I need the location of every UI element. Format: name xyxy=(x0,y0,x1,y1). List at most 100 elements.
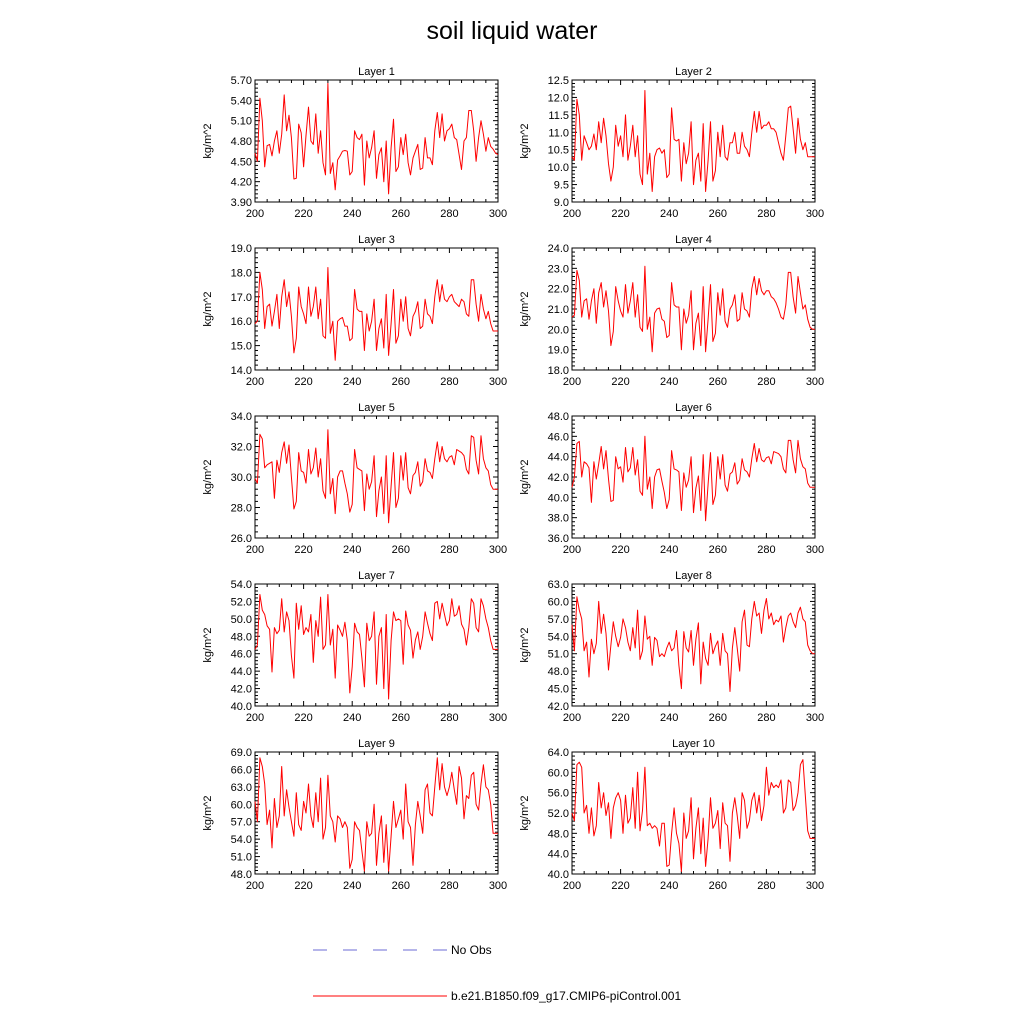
y-tick-label: 56.0 xyxy=(548,788,569,800)
y-tick-label: 20.0 xyxy=(548,324,569,336)
x-tick-label: 220 xyxy=(294,376,312,388)
panel-layer-3: Layer 3 kg/m^2 14.0 15.0 16.0 17.0 18.0 19.0 200… xyxy=(202,234,507,388)
y-tick-label: 52.0 xyxy=(231,596,252,608)
x-tick-label: 200 xyxy=(246,712,264,724)
y-tick-label: 24.0 xyxy=(548,243,569,255)
y-axis-label: kg/m^2 xyxy=(519,123,531,158)
panel-title: Layer 1 xyxy=(358,66,395,78)
y-tick-label: 28.0 xyxy=(231,503,252,515)
y-axis-label: kg/m^2 xyxy=(519,627,531,662)
panel-title: Layer 2 xyxy=(675,66,712,78)
panel-title: Layer 10 xyxy=(672,738,715,750)
chart-title: soil liquid water xyxy=(427,17,598,45)
x-tick-label: 220 xyxy=(294,544,312,556)
series-line xyxy=(254,82,499,195)
y-tick-label: 5.70 xyxy=(231,75,252,87)
x-tick-label: 220 xyxy=(611,208,629,220)
y-axis-label: kg/m^2 xyxy=(519,795,531,830)
y-tick-label: 16.0 xyxy=(231,316,252,328)
y-tick-label: 32.0 xyxy=(231,442,252,454)
y-tick-label: 40.0 xyxy=(548,492,569,504)
y-tick-label: 63.0 xyxy=(231,782,252,794)
x-tick-label: 240 xyxy=(343,712,361,724)
y-tick-label: 11.0 xyxy=(548,127,569,139)
y-tick-label: 57.0 xyxy=(548,614,569,626)
y-tick-label: 46.0 xyxy=(548,431,569,443)
x-tick-label: 300 xyxy=(806,712,824,724)
y-tick-label: 9.0 xyxy=(554,197,569,209)
x-tick-label: 280 xyxy=(440,376,458,388)
x-tick-label: 200 xyxy=(246,880,264,892)
x-tick-label: 260 xyxy=(709,712,727,724)
series-line xyxy=(254,594,498,700)
x-tick-label: 220 xyxy=(611,544,629,556)
x-tick-label: 240 xyxy=(343,208,361,220)
x-tick-label: 220 xyxy=(611,712,629,724)
x-tick-label: 260 xyxy=(392,712,410,724)
x-tick-label: 220 xyxy=(294,880,312,892)
y-tick-label: 51.0 xyxy=(548,649,569,661)
y-tick-label: 14.0 xyxy=(231,365,252,377)
x-tick-label: 220 xyxy=(611,376,629,388)
y-tick-label: 12.0 xyxy=(548,92,569,104)
x-tick-label: 200 xyxy=(563,544,581,556)
x-tick-label: 300 xyxy=(806,208,824,220)
x-tick-label: 240 xyxy=(660,376,678,388)
y-tick-label: 45.0 xyxy=(548,684,569,696)
x-tick-label: 300 xyxy=(806,880,824,892)
x-tick-label: 260 xyxy=(392,880,410,892)
y-tick-label: 30.0 xyxy=(231,472,252,484)
y-tick-label: 54.0 xyxy=(231,834,252,846)
x-tick-label: 240 xyxy=(343,544,361,556)
x-tick-label: 260 xyxy=(392,544,410,556)
panel-layer-1: Layer 1 kg/m^2 3.90 4.20 4.50 4.80 5.10 5.40 5.7… xyxy=(202,66,507,220)
panel-layer-9: Layer 9 kg/m^2 48.0 51.0 54.0 57.0 60.0 63.0 66.… xyxy=(202,738,507,892)
panel-title: Layer 7 xyxy=(358,570,395,582)
y-axis-label: kg/m^2 xyxy=(519,459,531,494)
y-tick-label: 44.0 xyxy=(231,666,252,678)
legend-label-no-obs: No Obs xyxy=(451,943,492,957)
y-axis-label: kg/m^2 xyxy=(202,627,214,662)
x-tick-label: 280 xyxy=(757,544,775,556)
y-tick-label: 60.0 xyxy=(548,596,569,608)
x-tick-label: 200 xyxy=(246,544,264,556)
y-tick-label: 48.0 xyxy=(231,869,252,881)
y-tick-label: 5.40 xyxy=(231,95,252,107)
y-tick-label: 40.0 xyxy=(231,701,252,713)
x-tick-label: 260 xyxy=(709,376,727,388)
y-tick-label: 18.0 xyxy=(231,267,252,279)
series-line xyxy=(254,429,498,524)
series-line xyxy=(571,759,815,872)
y-tick-label: 48.0 xyxy=(548,828,569,840)
panel-title: Layer 6 xyxy=(675,402,712,414)
series-line xyxy=(571,265,815,353)
y-tick-label: 5.10 xyxy=(231,116,252,128)
x-tick-label: 200 xyxy=(563,712,581,724)
series-line xyxy=(571,435,815,522)
y-tick-label: 3.90 xyxy=(231,197,252,209)
panel-layer-10: Layer 10 kg/m^2 40.0 44.0 48.0 52.0 56.0 60.0 64… xyxy=(519,738,824,892)
y-tick-label: 26.0 xyxy=(231,533,252,545)
x-tick-label: 200 xyxy=(563,880,581,892)
series-line xyxy=(254,267,498,361)
y-axis-label: kg/m^2 xyxy=(202,123,214,158)
y-axis-label: kg/m^2 xyxy=(519,291,531,326)
y-tick-label: 52.0 xyxy=(548,808,569,820)
y-tick-label: 54.0 xyxy=(548,631,569,643)
x-tick-label: 280 xyxy=(440,544,458,556)
panel-layer-4: Layer 4 kg/m^2 18.0 19.0 20.0 21.0 22.0 23.0 24.… xyxy=(519,234,824,388)
x-tick-label: 260 xyxy=(709,208,727,220)
x-tick-label: 260 xyxy=(392,376,410,388)
y-tick-label: 17.0 xyxy=(231,292,252,304)
y-tick-label: 46.0 xyxy=(231,649,252,661)
x-tick-label: 200 xyxy=(246,376,264,388)
panels-grid: Layer 1 kg/m^2 3.90 4.20 4.50 4.80 5.10 5.40 5.7… xyxy=(202,66,824,892)
series-line xyxy=(254,757,498,872)
panel-layer-8: Layer 8 kg/m^2 42.0 45.0 48.0 51.0 54.0 57.0 60.… xyxy=(519,570,824,724)
panel-layer-5: Layer 5 kg/m^2 26.0 28.0 30.0 32.0 34.0 200 220 2… xyxy=(202,402,507,556)
y-tick-label: 48.0 xyxy=(231,631,252,643)
y-tick-label: 11.5 xyxy=(548,110,569,122)
y-tick-label: 10.5 xyxy=(548,145,569,157)
x-tick-label: 280 xyxy=(757,880,775,892)
plot-frame xyxy=(254,247,499,371)
